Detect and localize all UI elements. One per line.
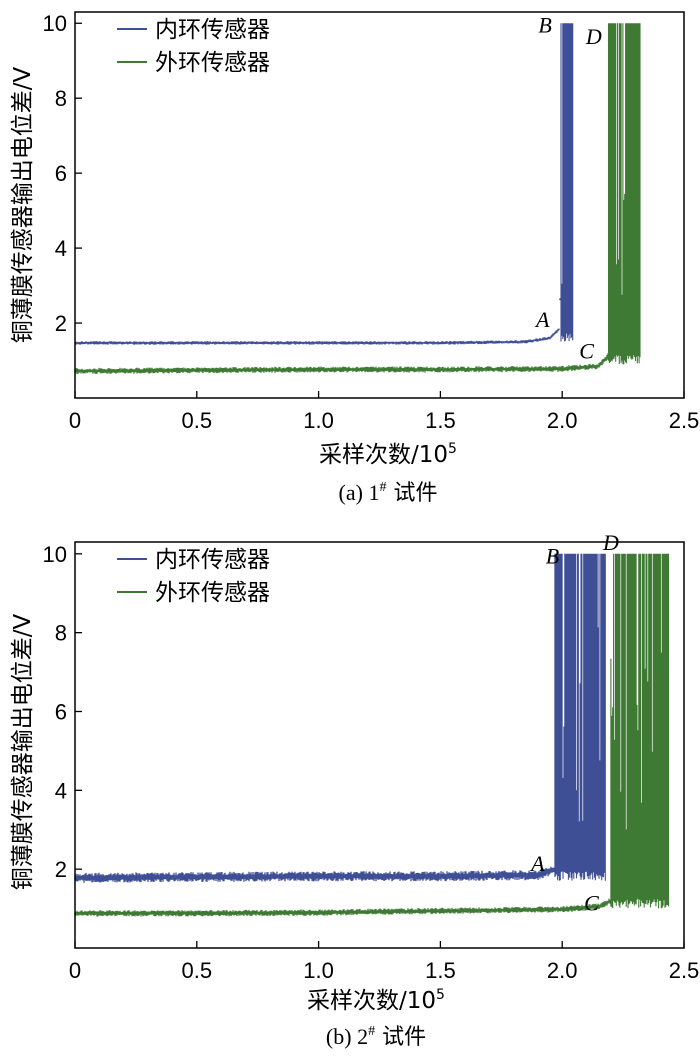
- annotation-label: D: [585, 24, 602, 49]
- series-line: [74, 353, 609, 374]
- chart-panel-a: 铜薄膜传感器输出电位差/V 采样次数/105 (a) 1# 试件 0 0.5 1.0…: [10, 11, 699, 506]
- legend-label: 内环传感器: [155, 547, 270, 573]
- plot-frame: [74, 541, 685, 949]
- x-axis: 0 0.5 1.0 1.5 2.0 2.5: [69, 941, 699, 983]
- y-axis-label: 铜薄膜传感器输出电位差/V: [10, 613, 36, 890]
- legend-label: 内环传感器: [155, 17, 270, 43]
- x-tick-label: 1.0: [303, 958, 334, 983]
- legend-label: 外环传感器: [155, 580, 270, 606]
- series-burst: [554, 553, 606, 881]
- series-inner: [74, 553, 606, 883]
- figure-caption: (a) 1# 试件: [339, 480, 438, 506]
- annotation-label: A: [529, 851, 545, 876]
- x-tick-label: 0: [69, 958, 81, 983]
- y-tick-label: 10: [43, 11, 67, 36]
- annotation-label: B: [538, 13, 551, 38]
- series-line: [74, 298, 561, 345]
- annotations: A B C D: [534, 13, 602, 364]
- y-axis-label: 铜薄膜传感器输出电位差/V: [10, 66, 36, 343]
- y-tick-label: 8: [55, 86, 67, 111]
- x-tick-label: 2.0: [547, 958, 578, 983]
- y-axis: 2 4 6 8 10: [43, 542, 82, 882]
- series-line: [74, 866, 555, 883]
- chart-panel-b: 铜薄膜传感器输出电位差/V 采样次数/105 (b) 2# 试件 0 0.5 1.0…: [10, 530, 699, 1050]
- y-tick-label: 2: [55, 311, 67, 336]
- y-tick-label: 8: [55, 621, 67, 646]
- x-tick-label: 0.5: [182, 958, 213, 983]
- plot-frame: [74, 11, 685, 399]
- series-line: [74, 898, 611, 917]
- series-outer: [74, 553, 670, 917]
- series-inner: [74, 23, 574, 345]
- x-tick-label: 2.0: [547, 408, 578, 433]
- y-tick-label: 10: [43, 542, 67, 567]
- annotation-label: D: [602, 530, 619, 555]
- y-axis: 2 4 6 8 10: [43, 11, 82, 336]
- annotation-label: A: [534, 307, 550, 332]
- y-tick-label: 6: [55, 161, 67, 186]
- figure-caption: (b) 2# 试件: [326, 1024, 426, 1050]
- annotation-label: B: [546, 544, 559, 569]
- annotations: A B C D: [529, 530, 619, 916]
- legend-label: 外环传感器: [155, 50, 270, 76]
- x-tick-label: 0.5: [182, 408, 213, 433]
- x-tick-label: 1.0: [303, 408, 334, 433]
- series-burst: [607, 23, 641, 365]
- series-burst: [560, 23, 574, 342]
- x-tick-label: 1.5: [425, 408, 456, 433]
- y-tick-label: 6: [55, 699, 67, 724]
- annotation-label: C: [584, 891, 599, 916]
- x-axis-label: 采样次数/105: [319, 441, 457, 468]
- x-axis: 0 0.5 1.0 1.5 2.0 2.5: [69, 391, 699, 433]
- x-axis-label: 采样次数/105: [307, 987, 445, 1014]
- x-tick-label: 1.5: [425, 958, 456, 983]
- y-tick-label: 2: [55, 857, 67, 882]
- x-tick-label: 2.5: [669, 958, 700, 983]
- y-tick-label: 4: [55, 778, 67, 803]
- series-burst: [610, 553, 670, 909]
- x-tick-label: 0: [69, 408, 81, 433]
- x-tick-label: 2.5: [669, 408, 700, 433]
- y-tick-label: 4: [55, 236, 67, 261]
- plot-area: [74, 553, 670, 917]
- annotation-label: C: [579, 339, 594, 364]
